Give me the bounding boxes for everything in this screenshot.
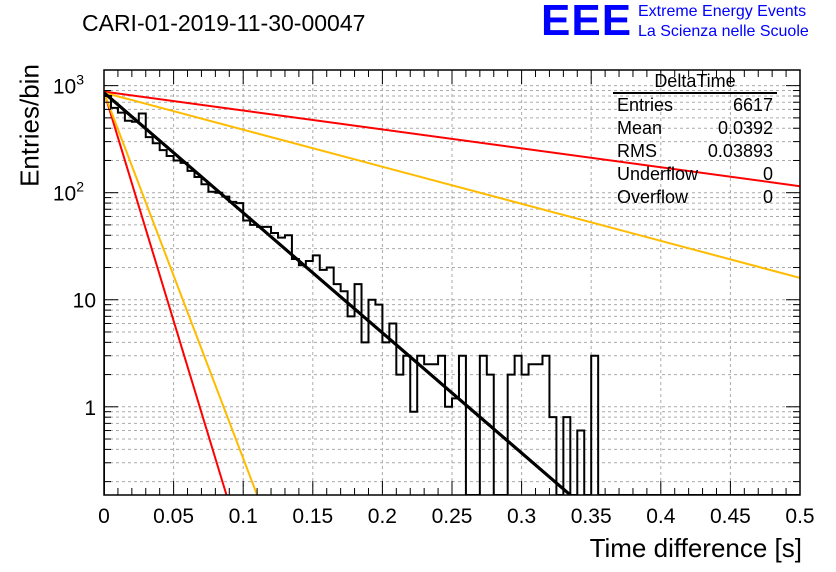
stats-name: DeltaTime <box>613 70 777 94</box>
x-tick-label: 0.15 <box>292 505 333 528</box>
logo-line-2: La Scienza nelle Scuole <box>638 23 809 40</box>
x-tick-label: 0.2 <box>368 505 397 528</box>
y-tick-label: 103 <box>53 72 84 99</box>
x-tick-label: 0.4 <box>646 505 676 528</box>
x-tick-label: 0.25 <box>432 505 473 528</box>
stats-row: Mean 0.0392 <box>617 118 773 138</box>
plot-title: CARI-01-2019-11-30-00047 <box>82 10 366 36</box>
x-tick-label: 0 <box>98 505 110 528</box>
series-line-fit-overlay <box>104 91 572 495</box>
x-tick-label: 0.45 <box>710 505 751 528</box>
series-line-fit-band-low <box>104 91 228 495</box>
x-axis-label: Time difference [s] <box>589 533 802 563</box>
stats-row: RMS 0.03893 <box>617 141 773 161</box>
y-tick-label: 102 <box>53 179 84 206</box>
y-axis-label: Entries/bin <box>14 64 45 187</box>
x-tick-label: 0.05 <box>153 505 194 528</box>
logo-line-1: Extreme Energy Events <box>638 3 807 20</box>
x-tick-label: 0.5 <box>785 505 814 528</box>
series-line-fit-band-mid-low <box>104 92 259 495</box>
y-tick-label: 10 <box>73 290 96 313</box>
stats-box: DeltaTime Entries 6617 Mean 0.0392 RMS 0.03… <box>613 70 777 209</box>
eee-logo: EEE <box>541 0 633 45</box>
x-tick-label: 0.3 <box>507 505 536 528</box>
x-tick-label: 0.35 <box>571 505 612 528</box>
series-line-fit-band-mid-high <box>104 91 800 279</box>
y-tick-label: 1 <box>84 397 96 420</box>
stats-row: Underflow 0 <box>617 164 773 184</box>
stats-row: Overflow 0 <box>617 187 773 207</box>
series-line-fit-band-high <box>104 90 800 188</box>
x-tick-label: 0.1 <box>229 505 258 528</box>
stats-row: Entries 6617 <box>617 95 773 115</box>
